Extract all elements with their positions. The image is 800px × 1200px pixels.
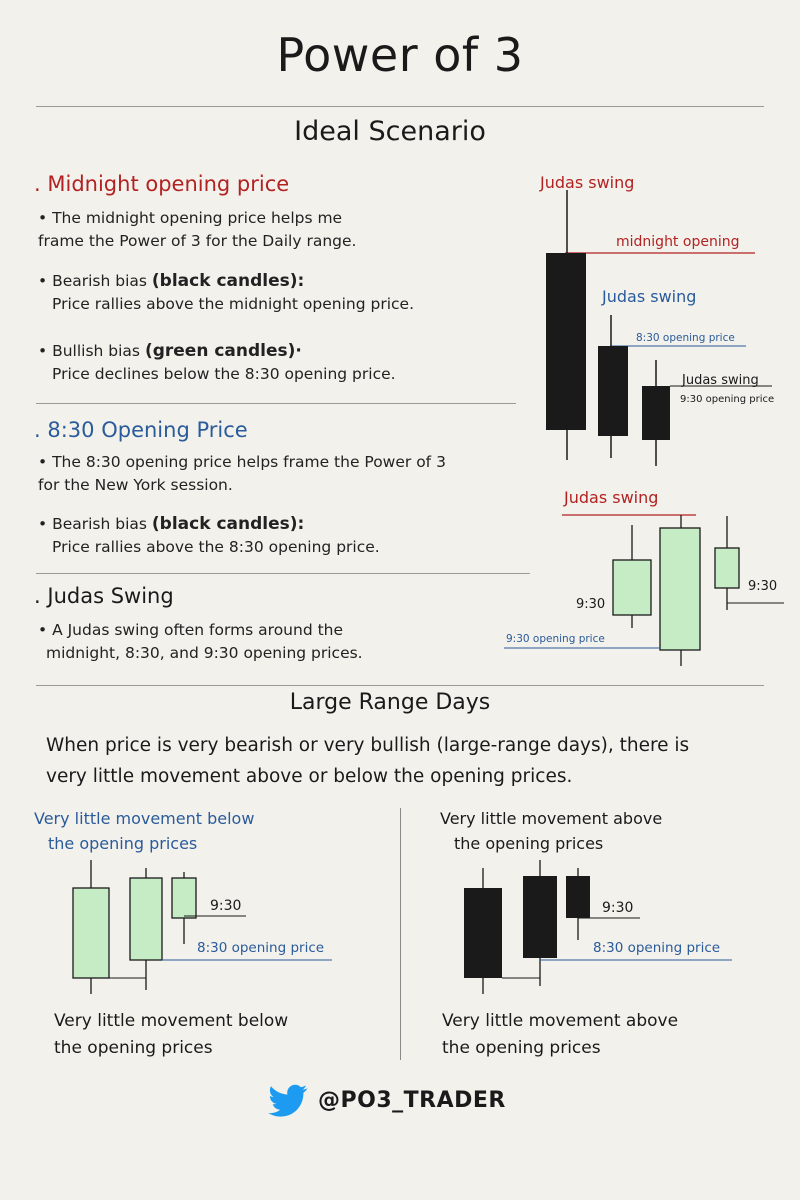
midnight-bearish-bias: • Bearish bias (black candles): Price ra… bbox=[38, 271, 415, 313]
diagram-bearish-judas: Judas swing midnight opening Judas swing… bbox=[539, 173, 774, 466]
open830-description: • The 8:30 opening price helps frame the… bbox=[38, 453, 446, 494]
midnight-heading: . Midnight opening price bbox=[34, 172, 290, 196]
open830-heading: . 8:30 Opening Price bbox=[34, 418, 248, 442]
label-930-a: 9:30 bbox=[576, 597, 605, 612]
large-range-heading: Large Range Days bbox=[289, 690, 491, 715]
candle3-body bbox=[642, 386, 670, 440]
label-830: 8:30 opening price bbox=[593, 940, 720, 956]
judas-label-1: Judas swing bbox=[539, 173, 634, 192]
candle2-body bbox=[523, 876, 557, 958]
right-bottom-caption: Very little movement above the opening p… bbox=[442, 1011, 679, 1058]
diagram-bullish-judas: Judas swing 9:30 9:30 opening price 9:30 bbox=[504, 488, 784, 666]
open830-bearish-bias: • Bearish bias (black candles): Price ra… bbox=[38, 514, 380, 556]
candle2-body bbox=[659, 527, 701, 651]
label-930-b: 9:30 bbox=[748, 579, 777, 594]
divider-2 bbox=[36, 573, 530, 574]
candle3-body bbox=[714, 547, 740, 589]
candle3-body bbox=[566, 876, 590, 918]
open930-label: 9:30 opening price bbox=[680, 394, 774, 405]
label-830: 8:30 opening price bbox=[197, 940, 324, 956]
ideal-scenario-heading: Ideal Scenario bbox=[294, 116, 486, 147]
diagram-large-range-bearish: 9:30 8:30 opening price bbox=[464, 860, 732, 994]
diagram-large-range-bullish: 9:30 8:30 opening price bbox=[72, 860, 332, 994]
candle1-body bbox=[546, 253, 586, 430]
twitter-bird-icon bbox=[268, 1084, 308, 1117]
divider-1 bbox=[36, 403, 516, 404]
judas-heading: . Judas Swing bbox=[34, 584, 174, 608]
candle1-body bbox=[612, 559, 652, 616]
twitter-handle[interactable]: @PO3_TRADER bbox=[318, 1088, 506, 1113]
open930-label: 9:30 opening price bbox=[506, 633, 605, 645]
judas-description: • A Judas swing often forms around the m… bbox=[38, 621, 363, 662]
midnight-label: midnight opening bbox=[616, 234, 739, 250]
judas-label-2: Judas swing bbox=[601, 287, 696, 306]
divider-large-range bbox=[36, 685, 764, 686]
right-top-caption: Very little movement above the opening p… bbox=[440, 809, 663, 853]
judas-label: Judas swing bbox=[563, 488, 658, 507]
label-930: 9:30 bbox=[210, 898, 241, 914]
judas-label-3: Judas swing bbox=[681, 373, 759, 388]
page-title: Power of 3 bbox=[276, 28, 524, 82]
candle2-body bbox=[598, 346, 628, 436]
vertical-divider bbox=[400, 808, 401, 1060]
left-bottom-caption: Very little movement below the opening p… bbox=[54, 1011, 289, 1058]
large-range-description: When price is very bearish or very bulli… bbox=[46, 735, 690, 787]
open830-label: 8:30 opening price bbox=[636, 332, 735, 344]
candle1-body bbox=[72, 887, 110, 979]
midnight-bullish-bias: • Bullish bias (green candles)· Price de… bbox=[38, 341, 396, 383]
candle1-body bbox=[464, 888, 502, 978]
midnight-description: • The midnight opening price helps me fr… bbox=[38, 209, 357, 250]
divider-top bbox=[36, 106, 764, 107]
candle3-body bbox=[171, 877, 197, 919]
candle2-body bbox=[129, 877, 163, 961]
label-930: 9:30 bbox=[602, 900, 633, 916]
left-top-caption: Very little movement below the opening p… bbox=[34, 809, 255, 853]
